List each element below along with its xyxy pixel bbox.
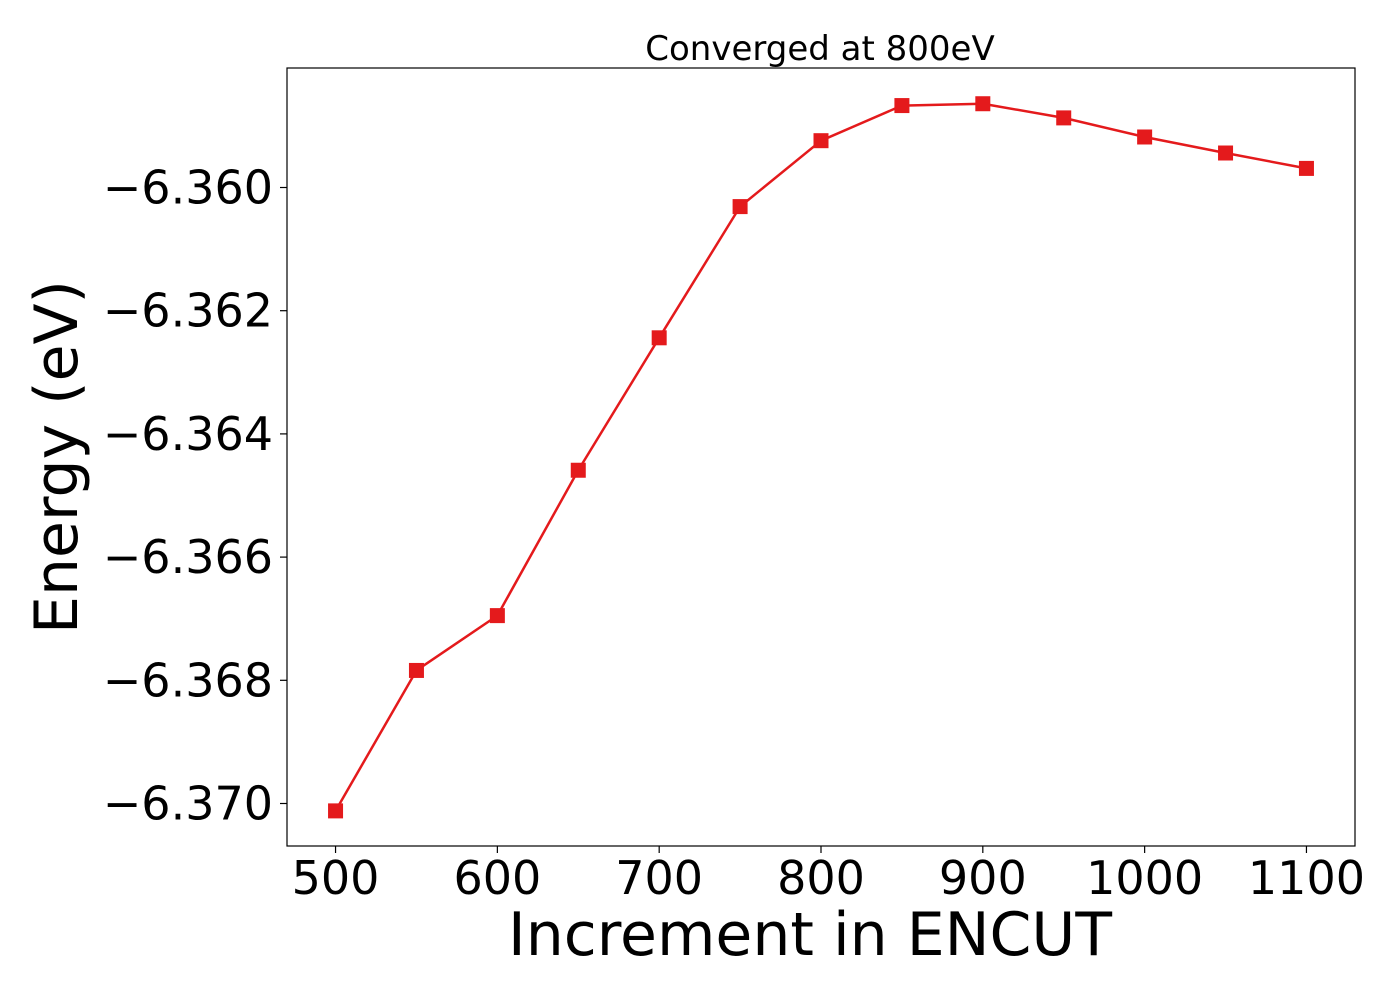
data-point-marker — [1137, 129, 1153, 145]
y-tick-label: −6.362 — [103, 284, 273, 338]
x-tick-label: 500 — [292, 851, 380, 905]
y-tick-label: −6.370 — [103, 776, 273, 830]
data-point-marker — [975, 96, 991, 112]
x-tick-label: 800 — [777, 851, 865, 905]
x-axis-ticks: 500 600 700 800 900 1000 1100 — [292, 846, 1365, 905]
data-point-marker — [1218, 145, 1234, 161]
y-tick-label: −6.368 — [103, 653, 273, 707]
x-axis-label: Increment in ENCUT — [508, 900, 1112, 970]
x-tick-label: 1100 — [1248, 851, 1365, 905]
series-layer — [328, 96, 1314, 819]
y-tick-label: −6.366 — [103, 530, 273, 584]
data-point-marker — [894, 98, 910, 114]
y-tick-label: −6.360 — [103, 161, 273, 215]
x-tick-label: 1000 — [1086, 851, 1203, 905]
plot-area — [286, 67, 1356, 847]
data-point-marker — [489, 608, 505, 624]
x-tick-label: 900 — [939, 851, 1027, 905]
data-point-marker — [651, 330, 667, 346]
x-tick-label: 700 — [615, 851, 703, 905]
y-axis-label: Energy (eV) — [22, 280, 92, 634]
y-axis-ticks: −6.370 −6.368 −6.366 −6.364 −6.362 −6.360 — [103, 161, 287, 830]
y-tick-label: −6.364 — [103, 407, 273, 461]
data-point-marker — [1298, 160, 1314, 176]
data-point-marker — [1056, 110, 1072, 126]
data-point-marker — [813, 133, 829, 149]
chart-title: Converged at 800eV — [645, 29, 994, 69]
data-point-marker — [732, 199, 748, 215]
x-tick-label: 600 — [453, 851, 541, 905]
data-point-marker — [328, 803, 344, 819]
data-point-marker — [570, 462, 586, 478]
data-point-marker — [408, 662, 424, 678]
